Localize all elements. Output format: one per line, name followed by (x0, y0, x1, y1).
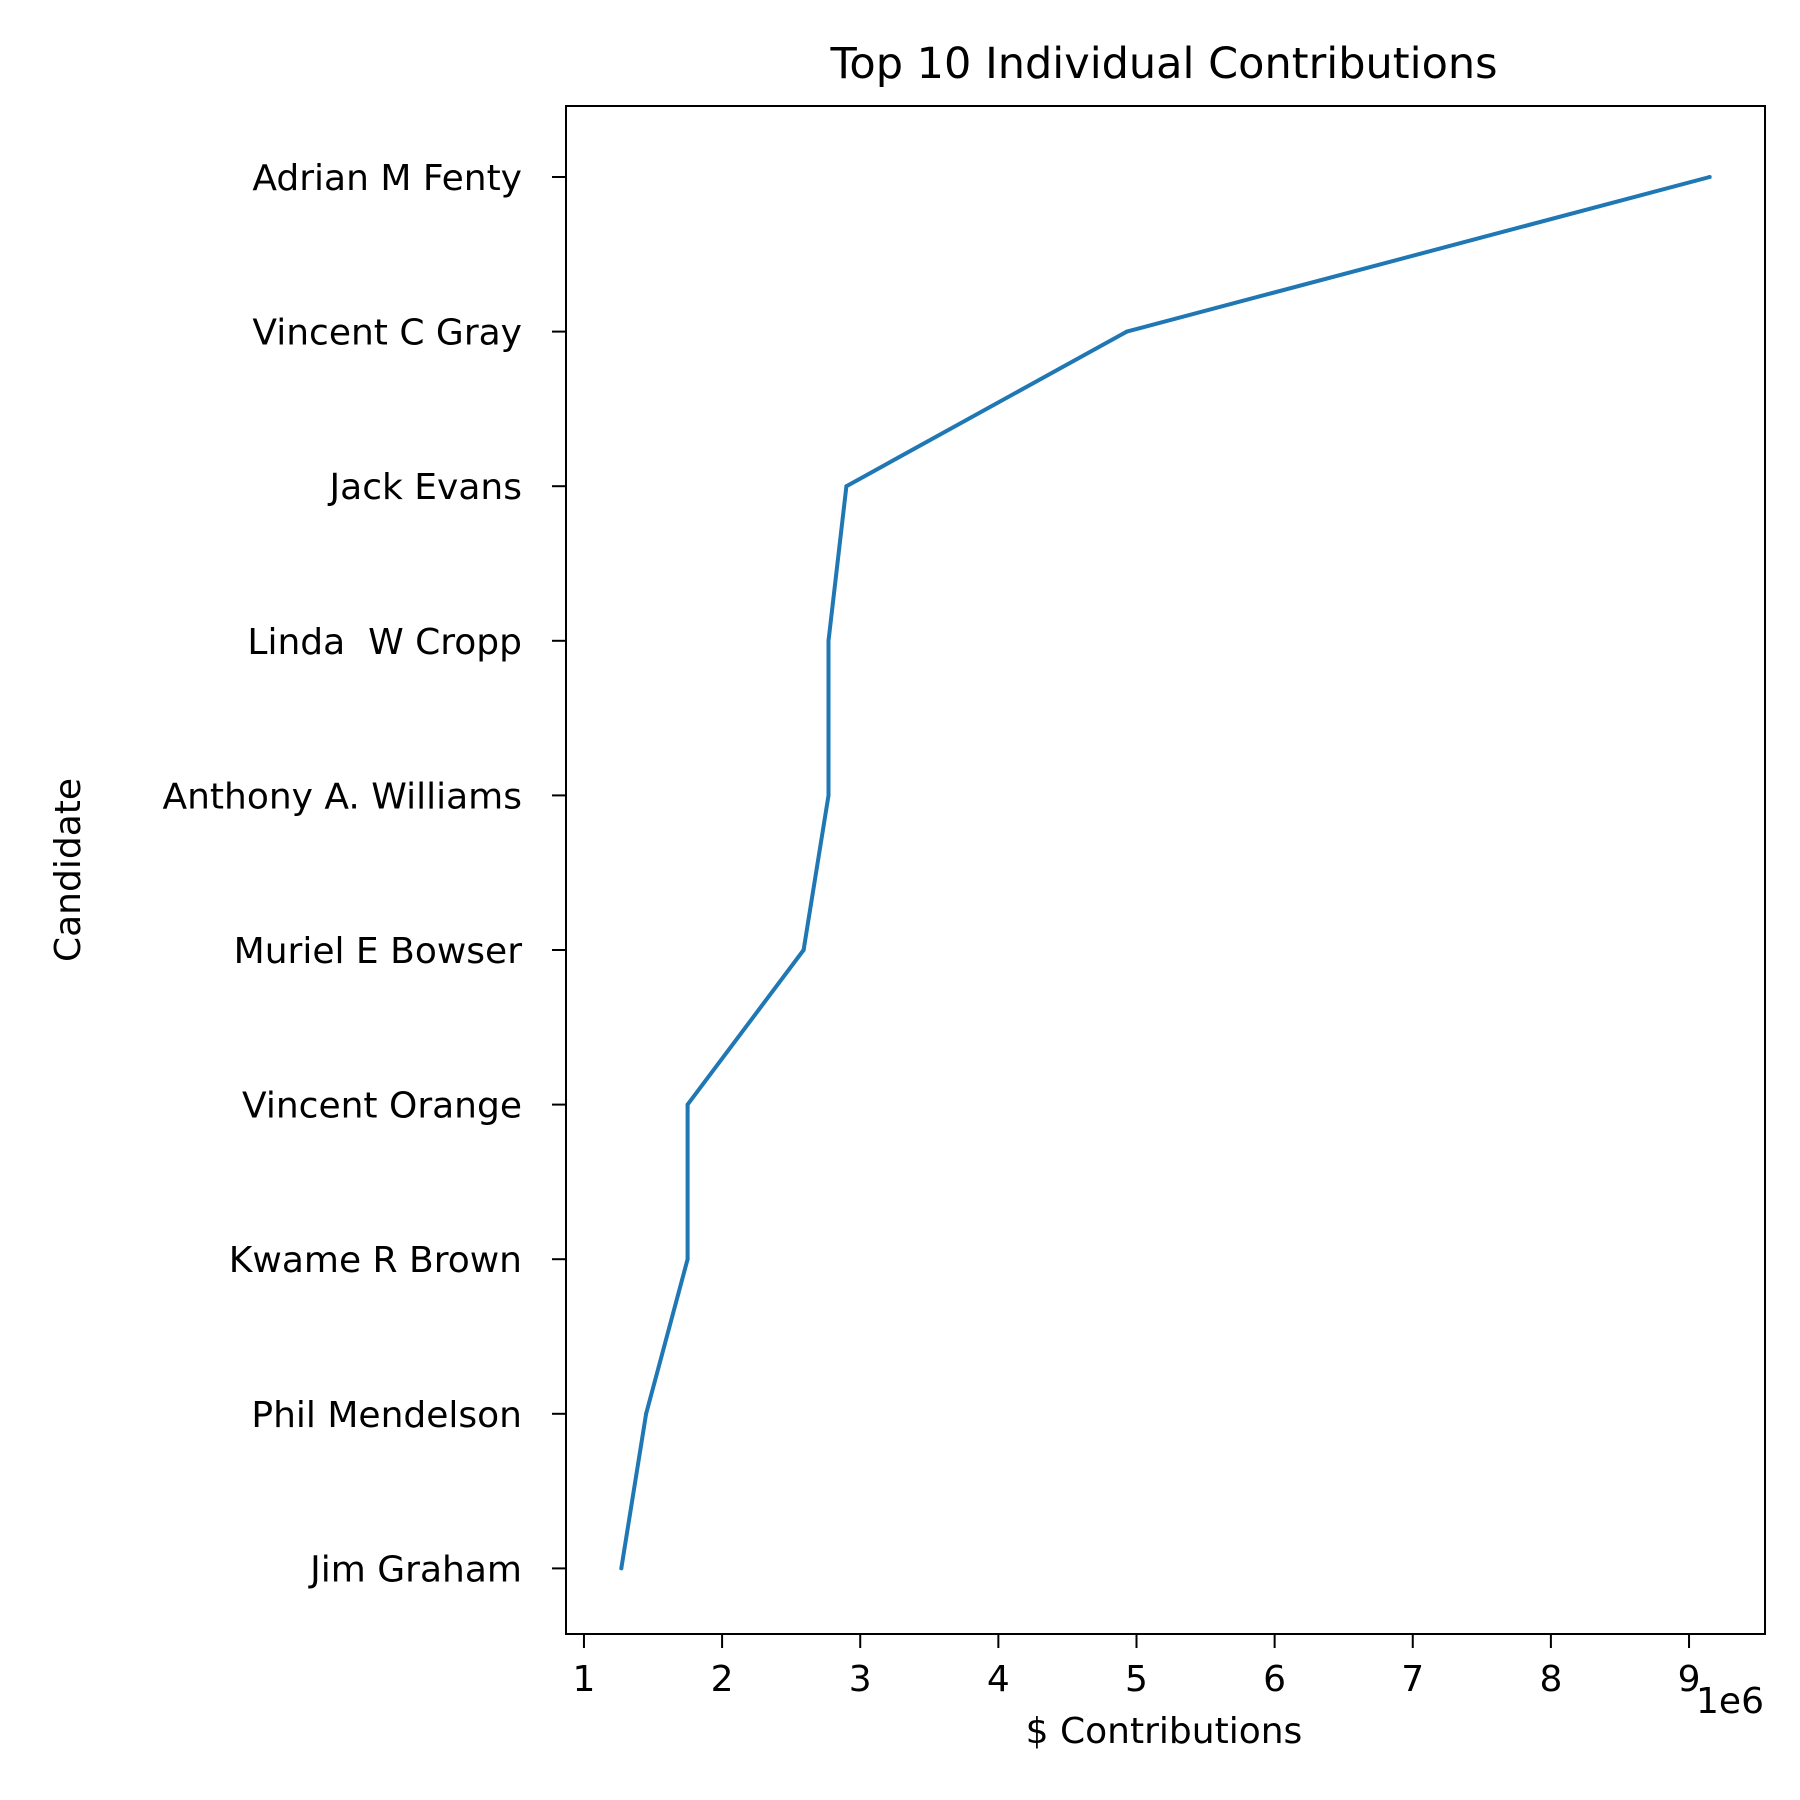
y-tick-label: Phil Mendelson (251, 1395, 522, 1436)
y-tick-label: Jim Graham (308, 1549, 522, 1590)
x-tick-label: 7 (1401, 1659, 1424, 1700)
data-point (644, 1411, 649, 1416)
y-tick-label: Anthony A. Williams (162, 776, 522, 817)
x-tick-label: 3 (849, 1659, 872, 1700)
data-point (685, 1102, 690, 1107)
x-axis-offset-label: 1e6 (1696, 1681, 1764, 1722)
y-tick-label: Jack Evans (328, 467, 522, 508)
y-tick-label: Adrian M Fenty (252, 158, 522, 199)
data-point (619, 1566, 624, 1571)
y-tick-label: Vincent Orange (242, 1086, 522, 1127)
data-points (619, 175, 1712, 1571)
y-tick-label: Vincent C Gray (252, 313, 522, 354)
y-axis: Adrian M Fenty Vincent C Gray Jack Evans Li… (162, 158, 566, 1590)
x-tick-label: 1 (573, 1659, 596, 1700)
x-tick-label: 9 (1678, 1659, 1701, 1700)
plot-area-frame (565, 105, 1766, 1635)
x-tick-label: 2 (711, 1659, 734, 1700)
x-tick-label: 5 (1125, 1659, 1148, 1700)
chart-title: Top 10 Individual Contributions (829, 39, 1497, 89)
data-point (685, 1257, 690, 1262)
data-point (826, 638, 831, 643)
x-axis: 1 2 3 4 5 6 7 8 9 (573, 1634, 1701, 1700)
y-tick-label: Kwame R Brown (229, 1240, 522, 1281)
y-axis-label: Candidate (48, 778, 89, 962)
x-axis-label: $ Contributions (1026, 1711, 1303, 1752)
x-tick-label: 8 (1539, 1659, 1562, 1700)
data-point (1707, 175, 1712, 179)
data-point (826, 793, 831, 798)
data-point (801, 948, 806, 952)
y-tick-label: Linda W Cropp (247, 622, 522, 663)
data-point (844, 484, 849, 489)
data-point (1124, 329, 1129, 334)
x-tick-label: 6 (1263, 1659, 1286, 1700)
x-tick-label: 4 (987, 1659, 1010, 1700)
series-line (619, 175, 1711, 1569)
y-tick-label: Muriel E Bowser (234, 931, 523, 972)
